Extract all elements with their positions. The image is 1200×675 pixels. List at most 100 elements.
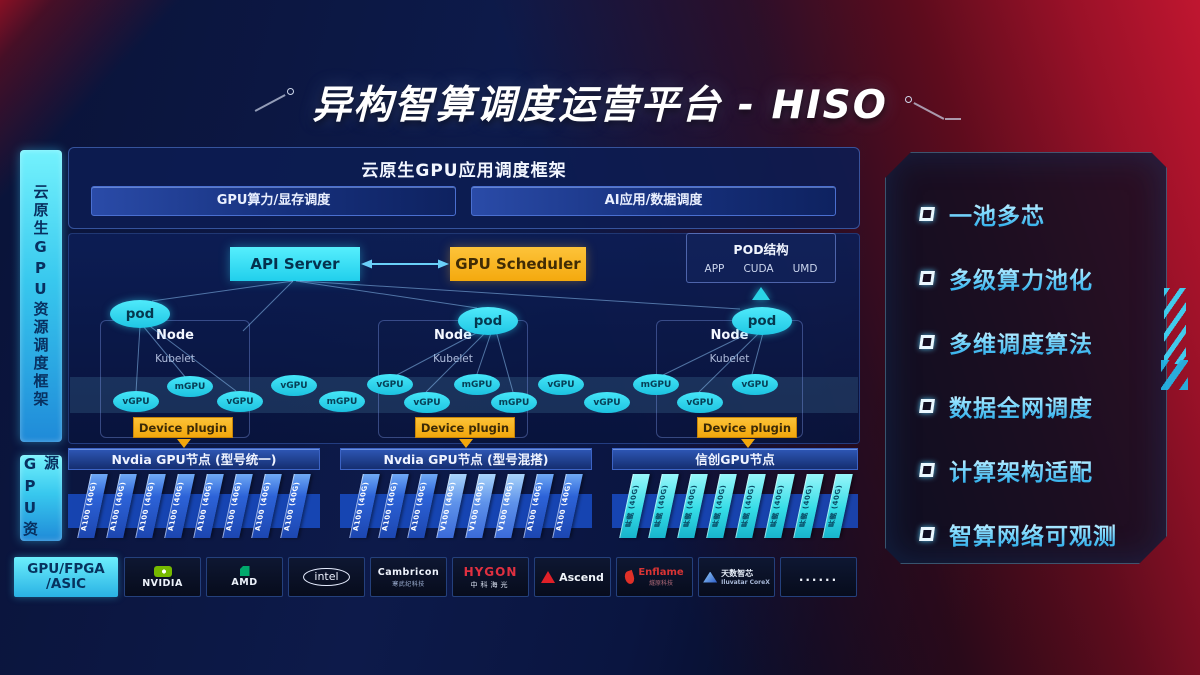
vendor-tile-enflame: Enflame 燧原科技 bbox=[616, 557, 693, 597]
amd-logo-icon bbox=[239, 566, 250, 576]
vendor-name: HYGON bbox=[463, 564, 518, 579]
feature-label: 多维调度算法 bbox=[949, 325, 1093, 359]
vendor-tile-ascend: Ascend bbox=[534, 557, 611, 597]
vendor-name: AMD bbox=[231, 577, 258, 588]
nvidia-logo-icon bbox=[153, 565, 172, 577]
group-header: Nvdia GPU节点 (型号统一) bbox=[68, 448, 320, 470]
vendor-name: NVIDIA bbox=[142, 577, 183, 589]
vendor-tiles-row: NVIDIA AMD intel Cambricon 寒武纪科技 HYGON 中科海光 Asc… bbox=[124, 557, 864, 597]
vgpu-ellipse: vGPU bbox=[732, 374, 778, 395]
vendor-subname: Iluvatar CoreX bbox=[721, 579, 770, 586]
vendor-row: 天数智芯 Iluvatar CoreX bbox=[703, 568, 770, 586]
vendor-name: Cambricon bbox=[377, 566, 440, 578]
hazard-stripes-icon bbox=[1161, 360, 1188, 390]
ascend-logo-icon bbox=[541, 571, 556, 583]
vendor-name: Enflame bbox=[638, 567, 684, 578]
feature-item: 多维调度算法 bbox=[920, 325, 1166, 359]
vgpu-ellipse: vGPU bbox=[538, 374, 584, 395]
app-scheduler-frame: 云原生GPU应用调度框架 GPU算力/显存调度 AI应用/数据调度 bbox=[68, 147, 860, 229]
node-group-xinchuang: 信创GPU节点 昇腾 (40G) 昇腾 (40G) 昇腾 (40G) 昇腾 (40G)… bbox=[612, 448, 858, 552]
vgpu-ellipse: vGPU bbox=[217, 391, 263, 412]
vgpu-ellipse: vGPU bbox=[677, 392, 723, 413]
square-bullet-icon bbox=[919, 207, 935, 221]
feature-item: 数据全网调度 bbox=[920, 389, 1166, 423]
pod-up-arrow-icon bbox=[752, 287, 770, 300]
vendor-label-line1: GPU/FPGA bbox=[27, 561, 105, 577]
feature-item: 多级算力池化 bbox=[920, 261, 1166, 295]
square-bullet-icon bbox=[919, 527, 935, 541]
pod-ellipse-3: pod bbox=[732, 307, 792, 335]
device-plugin-box-3: Device plugin bbox=[697, 417, 797, 448]
vendor-tile-hygon: HYGON 中科海光 bbox=[452, 557, 529, 597]
pod-structure-box: POD结构 APP CUDA UMD bbox=[686, 233, 836, 283]
vgpu-ellipse: vGPU bbox=[367, 374, 413, 395]
feature-label: 智算网络可观测 bbox=[949, 517, 1117, 551]
title-circuit-left-icon bbox=[254, 88, 299, 114]
pod-ellipse-1: pod bbox=[110, 300, 170, 328]
frame-title: 云原生GPU应用调度框架 bbox=[361, 161, 567, 181]
vendor-tile-more: ...... bbox=[780, 557, 857, 597]
title-circuit-right-icon bbox=[905, 94, 965, 124]
feature-label: 数据全网调度 bbox=[949, 389, 1093, 423]
vgpu-ellipse: vGPU bbox=[271, 375, 317, 396]
hazard-stripes-icon bbox=[1164, 288, 1186, 364]
node-group-mixed: Nvdia GPU节点 (型号混搭) A100 (40G) A100 (40G) A… bbox=[340, 448, 592, 552]
square-bullet-icon bbox=[919, 399, 935, 413]
feature-label: 多级算力池化 bbox=[949, 261, 1093, 295]
iluvatar-logo-icon bbox=[703, 571, 718, 583]
cards-area: A100 (40G) A100 (40G) A100 (40G) A100 (40G)… bbox=[68, 472, 320, 552]
bar-ai-app-data-schedule: AI应用/数据调度 bbox=[471, 186, 836, 216]
intel-logo-icon: intel bbox=[303, 568, 350, 586]
vendor-tile-nvidia: NVIDIA bbox=[124, 557, 201, 597]
pod-structure-title: POD结构 bbox=[733, 242, 789, 257]
vendor-tile-amd: AMD bbox=[206, 557, 283, 597]
vendor-subname: 寒武纪科技 bbox=[392, 580, 425, 588]
vendor-tile-iluvatar: 天数智芯 Iluvatar CoreX bbox=[698, 557, 775, 597]
bar-gpu-compute-schedule: GPU算力/显存调度 bbox=[91, 186, 456, 216]
kubelet-label: Kubelet bbox=[155, 353, 195, 365]
square-bullet-icon bbox=[919, 335, 935, 349]
vendor-subname: 中科海光 bbox=[470, 580, 511, 589]
gpu-scheduler-box: GPU Scheduler bbox=[450, 247, 586, 281]
vendor-tile-intel: intel bbox=[288, 557, 365, 597]
pod-item-umd: UMD bbox=[792, 263, 818, 275]
vendor-name: 天数智芯 bbox=[721, 569, 754, 578]
feature-label: 计算架构适配 bbox=[949, 453, 1093, 487]
group-header: 信创GPU节点 bbox=[612, 448, 858, 470]
mgpu-ellipse: mGPU bbox=[167, 376, 213, 397]
node-label: Node bbox=[156, 328, 194, 343]
square-bullet-icon bbox=[919, 463, 935, 477]
vendor-row: Ascend bbox=[541, 571, 604, 584]
enflame-logo-icon bbox=[623, 569, 637, 585]
node-group-uniform: Nvdia GPU节点 (型号统一) A100 (40G) A100 (40G) A… bbox=[68, 448, 320, 552]
mgpu-ellipse: mGPU bbox=[491, 392, 537, 413]
square-bullet-icon bbox=[919, 271, 935, 285]
mgpu-ellipse: mGPU bbox=[454, 374, 500, 395]
mgpu-ellipse: mGPU bbox=[633, 374, 679, 395]
vgpu-ellipse: vGPU bbox=[113, 391, 159, 412]
feature-item: 一池多芯 bbox=[920, 197, 1166, 231]
features-panel: 一池多芯多级算力池化 多维调度算法 数据全网调度 计算架构适配 智算网络可观测 bbox=[885, 152, 1167, 564]
feature-item: 计算架构适配 bbox=[920, 453, 1166, 487]
feature-label: 一池多芯 bbox=[949, 197, 1045, 231]
vgpu-ellipse: vGPU bbox=[584, 392, 630, 413]
sidebar-tab-cloud-native-gpu-framework: 云原生GPU资源调度框架 bbox=[20, 150, 62, 442]
mgpu-ellipse: mGPU bbox=[319, 391, 365, 412]
device-plugin-box-2: Device plugin bbox=[415, 417, 515, 448]
pod-item-app: APP bbox=[704, 263, 725, 275]
vendor-row: Enflame 燧原科技 bbox=[623, 567, 684, 587]
pod-ellipse-2: pod bbox=[458, 307, 518, 335]
vendor-subname: 燧原科技 bbox=[648, 580, 673, 587]
more-vendors-label: ...... bbox=[798, 570, 839, 584]
vgpu-ellipse: vGPU bbox=[404, 392, 450, 413]
group-header: Nvdia GPU节点 (型号混搭) bbox=[340, 448, 592, 470]
cards-band bbox=[612, 494, 858, 528]
vendor-category-label: GPU/FPGA /ASIC bbox=[14, 557, 118, 597]
vendor-text: Enflame 燧原科技 bbox=[638, 567, 683, 587]
device-plugin-box-1: Device plugin bbox=[133, 417, 233, 448]
cards-band bbox=[68, 494, 320, 528]
cards-band bbox=[340, 494, 592, 528]
feature-item: 智算网络可观测 bbox=[920, 517, 1166, 551]
cards-area: 昇腾 (40G) 昇腾 (40G) 昇腾 (40G) 昇腾 (40G) 昇腾 (40G)… bbox=[612, 472, 858, 552]
